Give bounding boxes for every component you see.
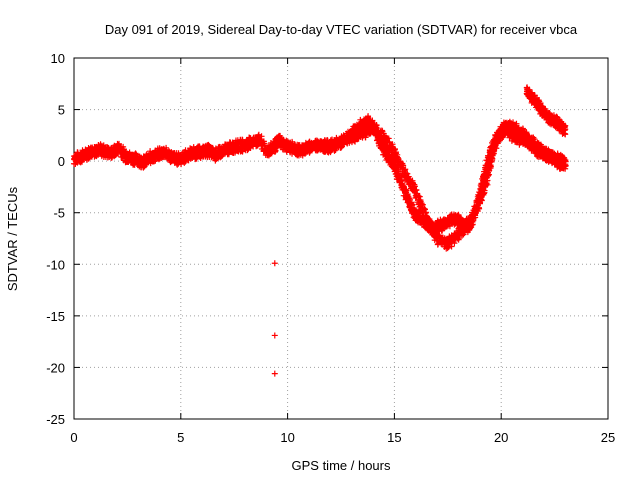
series-lower-branch	[348, 119, 567, 252]
y-tick-label: -10	[46, 257, 65, 272]
outlier-point	[271, 260, 278, 267]
data-point	[562, 126, 569, 133]
data-point	[178, 161, 185, 168]
plot-frame	[73, 57, 609, 420]
data-point	[402, 166, 409, 173]
y-tick-label: -25	[46, 412, 65, 427]
data-point	[467, 221, 474, 228]
data-point	[481, 189, 488, 196]
x-tick-label: 15	[387, 430, 401, 445]
data-point	[535, 142, 542, 149]
y-axis-label: SDTVAR / TECUs	[5, 186, 20, 291]
outlier-point	[271, 370, 278, 377]
data-point	[400, 162, 407, 169]
axis-ticks: 0 5 10 15 20 25 -25 -20 -15 -10 -5 0 5 10	[46, 51, 615, 445]
x-tick-label: 0	[70, 430, 77, 445]
data-point	[431, 224, 438, 231]
data-point	[218, 153, 225, 160]
x-tick-label: 25	[601, 430, 615, 445]
data-point	[476, 205, 483, 212]
data-point	[503, 119, 510, 126]
data-point	[562, 131, 569, 138]
series-outliers	[271, 260, 278, 377]
data-point	[352, 138, 359, 145]
data-point	[487, 162, 494, 169]
series-main-track	[70, 113, 569, 237]
x-tick-label: 20	[494, 430, 508, 445]
data-point	[560, 156, 567, 163]
outlier-point	[271, 332, 278, 339]
data-point	[560, 162, 567, 169]
data-point	[338, 144, 345, 151]
y-tick-label: -20	[46, 360, 65, 375]
data-point	[451, 240, 458, 247]
data-point	[398, 176, 405, 183]
data-point	[413, 186, 420, 193]
y-tick-label: 5	[58, 103, 65, 118]
y-tick-label: 0	[58, 154, 65, 169]
y-tick-label: -15	[46, 309, 65, 324]
data-points	[70, 84, 569, 377]
x-axis-label: GPS time / hours	[292, 458, 391, 473]
data-point	[409, 201, 416, 208]
data-point	[416, 193, 423, 200]
y-tick-label: 10	[51, 51, 65, 66]
x-tick-label: 10	[280, 430, 294, 445]
data-point	[399, 161, 406, 168]
y-tick-label: -5	[53, 206, 65, 221]
grid-lines	[74, 58, 608, 419]
series-upper-satellite-arc	[523, 84, 569, 138]
x-tick-label: 5	[177, 430, 184, 445]
chart-title: Day 091 of 2019, Sidereal Day-to-day VTE…	[105, 22, 578, 37]
data-point	[393, 149, 400, 156]
data-point	[421, 206, 428, 213]
